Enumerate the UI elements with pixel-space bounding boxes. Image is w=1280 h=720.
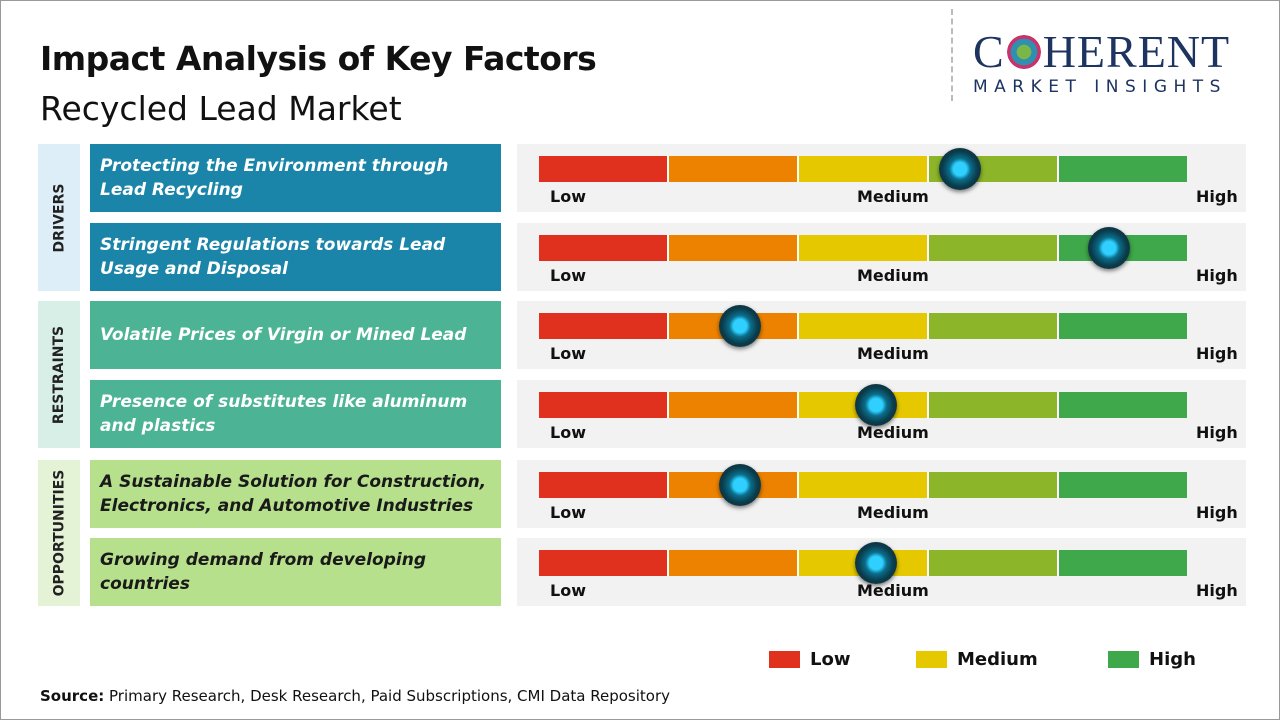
scale-segment [539, 313, 669, 339]
scale-segment [929, 550, 1059, 576]
scale-high-label: High [1196, 503, 1238, 522]
scale-low-label: Low [550, 581, 586, 600]
scale-low-label: Low [550, 187, 586, 206]
factor-label: A Sustainable Solution for Construction,… [90, 460, 501, 528]
impact-marker [718, 305, 761, 347]
scale-low-label: Low [550, 344, 586, 363]
scale-segment [929, 392, 1059, 418]
scale-high-label: High [1196, 266, 1238, 285]
impact-gauge: Low Medium High [517, 223, 1246, 291]
impact-marker [854, 542, 897, 584]
impact-marker [854, 384, 897, 426]
scale-segment [669, 550, 799, 576]
impact-gauge: Low Medium High [517, 380, 1246, 448]
legend-swatch [769, 651, 800, 668]
impact-marker [1088, 227, 1131, 269]
scale-medium-label: Medium [857, 266, 929, 285]
legend-medium: Medium [916, 649, 1038, 670]
scale-segment [929, 313, 1059, 339]
scale-medium-label: Medium [857, 503, 929, 522]
scale-high-label: High [1196, 187, 1238, 206]
impact-gauge: Low Medium High [517, 301, 1246, 369]
impact-marker [718, 464, 761, 506]
page-title: Impact Analysis of Key Factors [40, 39, 597, 78]
scale-low-label: Low [550, 266, 586, 285]
scale-segment [1059, 313, 1187, 339]
scale-medium-label: Medium [857, 581, 929, 600]
scale-segment [799, 313, 929, 339]
scale-segment [539, 156, 669, 182]
scale-segment [929, 235, 1059, 261]
impact-gauge: Low Medium High [517, 538, 1246, 606]
legend-high: High [1108, 649, 1196, 670]
scale-segment [929, 472, 1059, 498]
globe-icon [1006, 35, 1041, 69]
scale-segment [1059, 550, 1187, 576]
factor-label: Growing demand from developing countries [90, 538, 501, 606]
scale-low-label: Low [550, 423, 586, 442]
scale-segment [539, 235, 669, 261]
scale-segment [1059, 472, 1187, 498]
impact-gauge: Low Medium High [517, 144, 1246, 212]
scale-segment [1059, 156, 1187, 182]
scale-high-label: High [1196, 423, 1238, 442]
factor-label: Volatile Prices of Virgin or Mined Lead [90, 301, 501, 369]
category-opportunities: OPPORTUNITIES [38, 460, 80, 606]
scale-segment [669, 392, 799, 418]
factor-label: Presence of substitutes like aluminum an… [90, 380, 501, 448]
scale-segment [799, 472, 929, 498]
scale-segment [1059, 392, 1187, 418]
scale-medium-label: Medium [857, 423, 929, 442]
page-subtitle: Recycled Lead Market [40, 89, 402, 128]
legend-swatch [916, 651, 947, 668]
scale-medium-label: Medium [857, 187, 929, 206]
impact-gauge: Low Medium High [517, 460, 1246, 528]
impact-marker [939, 148, 982, 190]
scale-low-label: Low [550, 503, 586, 522]
scale-segment [669, 235, 799, 261]
factor-label: Stringent Regulations towards Lead Usage… [90, 223, 501, 291]
company-logo: C HERENT MARKET INSIGHTS [951, 9, 1271, 101]
scale-segment [539, 392, 669, 418]
scale-segment [669, 156, 799, 182]
scale-high-label: High [1196, 581, 1238, 600]
scale-segment [799, 156, 929, 182]
scale-segment [539, 472, 669, 498]
scale-segment [799, 235, 929, 261]
scale-medium-label: Medium [857, 344, 929, 363]
scale-segment [539, 550, 669, 576]
category-restraints: RESTRAINTS [38, 301, 80, 448]
source-note: Source: Primary Research, Desk Research,… [40, 687, 671, 705]
factor-label: Protecting the Environment through Lead … [90, 144, 501, 212]
legend-swatch [1108, 651, 1139, 668]
category-drivers: DRIVERS [38, 144, 80, 291]
scale-high-label: High [1196, 344, 1238, 363]
legend-low: Low [769, 649, 850, 670]
